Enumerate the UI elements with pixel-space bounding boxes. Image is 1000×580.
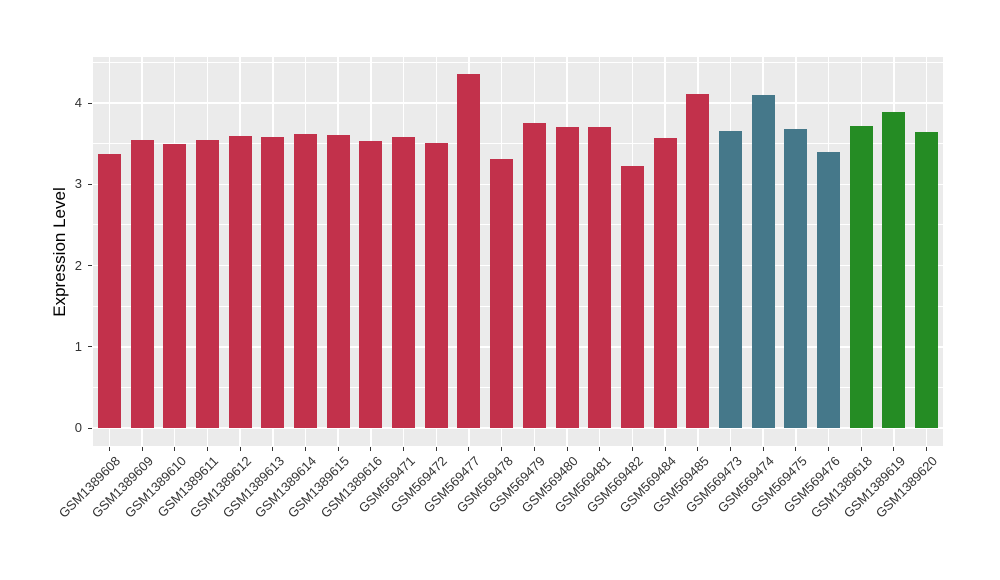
x-tick-mark [468,447,470,451]
bar-GSM569474 [751,94,775,428]
y-tick-label: 1 [74,338,82,354]
x-tick-mark [305,447,306,451]
bar-GSM569484 [653,137,677,428]
bar-GSM1389616 [359,141,383,428]
x-tick-mark [435,447,437,451]
gridline-major-h [93,102,943,104]
gridline-major-h [93,427,943,429]
x-tick-mark [337,447,339,451]
bar-GSM569478 [490,159,514,428]
x-tick-mark [501,447,503,451]
x-tick-mark [141,447,143,451]
x-tick-mark [730,447,731,451]
x-tick-mark [174,447,176,451]
gridline-minor-h [93,305,943,307]
bar-GSM569475 [784,129,808,428]
x-tick-mark [795,447,797,451]
x-tick-mark [370,447,372,451]
x-tick-mark [828,447,830,451]
y-tick-mark [88,346,92,348]
y-tick-label: 4 [74,95,82,110]
x-tick-mark [566,447,568,451]
gridline-minor-h [93,61,943,63]
bar-GSM1389613 [261,137,285,428]
x-tick-mark [926,447,928,451]
x-tick-mark [631,447,633,451]
gridline-minor-h [93,224,943,226]
bar-GSM569477 [457,73,481,428]
bar-GSM1389620 [915,132,939,428]
x-tick-mark [893,447,895,451]
x-tick-mark [664,447,666,451]
x-tick-mark [697,447,699,451]
x-tick-mark [762,447,764,451]
x-tick-mark [272,447,274,451]
bar-GSM569481 [588,127,612,428]
bar-GSM1389618 [849,125,873,428]
bar-GSM569471 [392,137,416,428]
gridline-major-h [93,264,943,267]
x-tick-mark [533,447,535,451]
bar-GSM1389619 [882,111,906,428]
gridline-major-h [93,183,943,185]
bar-GSM569476 [817,151,841,428]
y-tick-mark [88,427,92,429]
bar-GSM1389611 [195,140,219,428]
y-tick-label: 0 [74,420,82,435]
bar-GSM1389608 [97,154,121,428]
x-tick-mark [860,447,862,451]
y-tick-mark [88,102,92,104]
y-tick-mark [88,265,92,266]
bar-GSM569485 [686,94,710,428]
x-tick-mark [108,447,110,451]
x-tick-mark [599,447,601,451]
y-tick-mark [88,183,92,185]
bar-GSM569473 [719,131,742,428]
bar-GSM1389610 [163,144,187,428]
x-tick-mark [239,447,241,451]
x-tick-mark [206,447,208,451]
gridline-minor-h [93,143,943,145]
y-axis-title: Expression Level [50,186,69,317]
bar-GSM1389609 [130,140,154,428]
y-tick-label: 2 [74,257,82,273]
bar-GSM569482 [620,166,644,428]
bar-GSM1389615 [326,134,350,428]
bar-GSM1389612 [228,136,252,428]
gridline-minor-h [93,386,943,388]
x-tick-mark [403,447,405,451]
bar-GSM1389614 [294,133,317,428]
bar-GSM569472 [424,142,448,428]
bar-GSM569480 [555,126,579,428]
y-tick-label: 3 [74,176,82,192]
bar-GSM569479 [522,123,546,428]
gridline-major-h [93,346,943,348]
